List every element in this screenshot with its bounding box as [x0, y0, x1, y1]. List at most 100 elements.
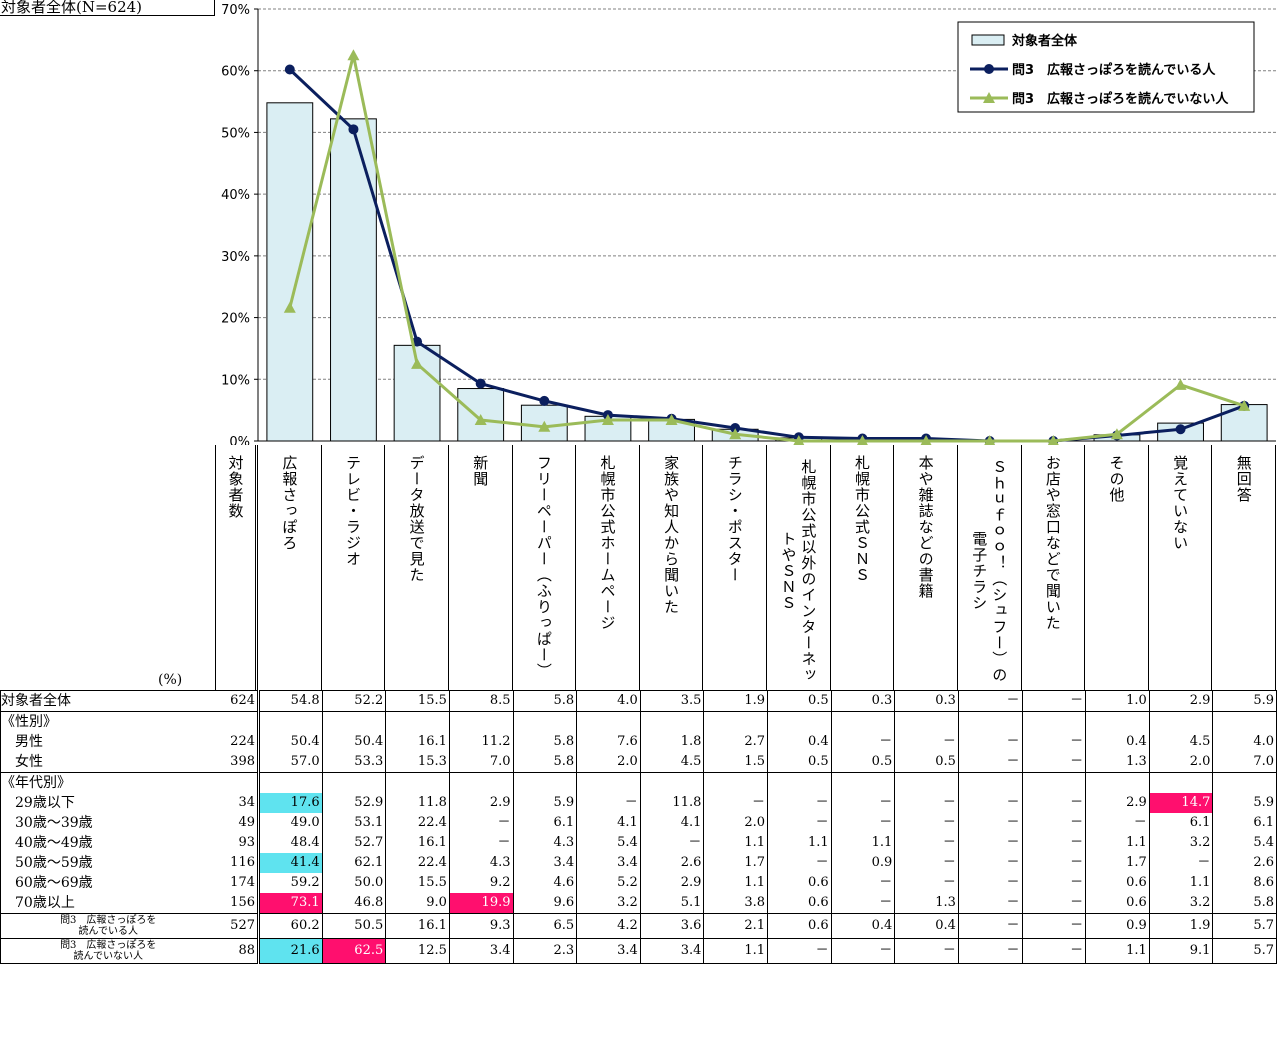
cell: 4.0 [576, 690, 641, 712]
cell: － [894, 853, 959, 873]
header-col: お店や窓口などで聞いた [1022, 445, 1086, 690]
cell: 5.9 [1212, 793, 1277, 813]
cell [1149, 711, 1214, 732]
row-n: 527 [215, 913, 260, 939]
cell: 4.3 [449, 853, 514, 873]
header-col: 札幌市公式ホームページ [576, 445, 640, 690]
cell: 46.8 [322, 893, 387, 914]
cell: 59.2 [258, 873, 323, 893]
cell: － [831, 732, 896, 752]
row-label: 対象者全体 [0, 690, 216, 712]
cell: 0.4 [894, 913, 959, 939]
cell: 3.2 [576, 893, 641, 914]
cell: 4.6 [513, 873, 578, 893]
cell: 3.4 [576, 938, 641, 964]
cell: － [894, 813, 959, 833]
point [920, 435, 932, 445]
cell: 4.1 [576, 813, 641, 833]
cell [1085, 772, 1150, 793]
header-col-text: 広報さっぽろ [280, 455, 299, 551]
cell: － [958, 793, 1023, 813]
cell: 22.4 [385, 853, 450, 873]
cell: 0.9 [831, 853, 896, 873]
table-row: 《性別》 [0, 711, 1277, 732]
row-label: 60歳～69歳 [0, 873, 216, 893]
cell: 54.8 [258, 690, 323, 712]
header-col-text: チラシ・ポスター [725, 455, 744, 583]
cell: 41.4 [258, 853, 323, 873]
row-n: 93 [215, 833, 260, 853]
cell: 6.1 [1212, 813, 1277, 833]
bar [266, 102, 314, 442]
y-tick-label: 70% [221, 3, 250, 18]
cell [385, 772, 450, 793]
cell: 2.0 [576, 752, 641, 773]
cell: 7.0 [1212, 752, 1277, 773]
header-col-text: 札幌市公式以外のインターネットやＳＮＳ [779, 459, 818, 683]
legend-label: 問3 広報さっぽろを読んでいない人 [1012, 91, 1229, 107]
header-col: 無回答 [1212, 445, 1276, 690]
cell [513, 772, 578, 793]
legend-label: 対象者全体 [1011, 33, 1078, 49]
cell: 52.7 [322, 833, 387, 853]
cell [576, 711, 641, 732]
row-label: 40歳～49歳 [0, 833, 216, 853]
cell: 0.6 [767, 893, 832, 914]
table-row: 問3 広報さっぽろを 読んでいる人 527 60.2 50.5 16.1 9.3 6.5 4.2… [0, 913, 1277, 939]
cell: 53.3 [322, 752, 387, 773]
cell [958, 711, 1023, 732]
cell: 4.1 [640, 813, 705, 833]
cell: 3.5 [640, 690, 705, 712]
cell: 4.5 [1149, 732, 1214, 752]
table-row: 30歳～39歳 49 49.0 53.1 22.4 － 6.1 4.1 4.1 2.0 －－－－－－… [0, 813, 1277, 833]
cell: 50.4 [322, 732, 387, 752]
legend-marker [983, 92, 995, 103]
cell: 0.4 [767, 732, 832, 752]
cell: 52.2 [322, 690, 387, 712]
cell: 1.7 [703, 853, 768, 873]
header-col: 広報さっぽろ [258, 445, 322, 690]
cell: 1.0 [1085, 690, 1150, 712]
cell: 1.1 [703, 873, 768, 893]
cell: 3.2 [1149, 833, 1214, 853]
point [729, 428, 742, 440]
cell [449, 772, 514, 793]
cell: 52.9 [322, 793, 387, 813]
header-col: 本や雑誌などの書籍 [894, 445, 958, 690]
header-col: その他 [1085, 445, 1149, 690]
cell [1212, 772, 1277, 793]
table-row: 70歳以上 156 73.1 46.8 9.0 19.9 9.6 3.2 5.1 3.8 0.6 － 1… [0, 893, 1277, 914]
row-n [215, 772, 260, 793]
cell [703, 711, 768, 732]
cell: 50.5 [322, 913, 387, 939]
header-n-text: 対象者数 [226, 455, 245, 519]
cell: 9.6 [513, 893, 578, 914]
cell: 6.1 [1149, 813, 1214, 833]
cell: 2.6 [1212, 853, 1277, 873]
row-n [215, 711, 260, 732]
cell: － [958, 893, 1023, 914]
cell: － [894, 793, 959, 813]
cell: － [640, 833, 705, 853]
cell: 2.9 [1085, 793, 1150, 813]
cell: 3.2 [1149, 893, 1214, 914]
header-col: 札幌市公式以外のインターネットやＳＮＳ [767, 445, 831, 690]
header-n: 対象者数 [215, 445, 258, 690]
row-label: 女性 [0, 752, 216, 773]
cell: 2.7 [703, 732, 768, 752]
header-col-text: 札幌市公式ホームページ [598, 455, 617, 631]
cell: － [958, 873, 1023, 893]
cell: － [894, 833, 959, 853]
cell: － [1022, 938, 1087, 964]
cell: 16.1 [385, 913, 450, 939]
cell: 3.4 [449, 938, 514, 964]
row-label: 問3 広報さっぽろを 読んでいる人 [0, 913, 216, 939]
header-col-text: 札幌市公式ＳＮＳ [852, 455, 871, 583]
cell: 1.1 [1085, 938, 1150, 964]
cell: 0.4 [831, 913, 896, 939]
cell: 2.9 [640, 873, 705, 893]
header-col: 覚えていない [1149, 445, 1213, 690]
cell: 2.0 [1149, 752, 1214, 773]
cell: 9.2 [449, 873, 514, 893]
table-row: 問3 広報さっぽろを 読んでいない人 88 21.6 62.5 12.5 3.4 2.3 3.4… [0, 938, 1277, 964]
